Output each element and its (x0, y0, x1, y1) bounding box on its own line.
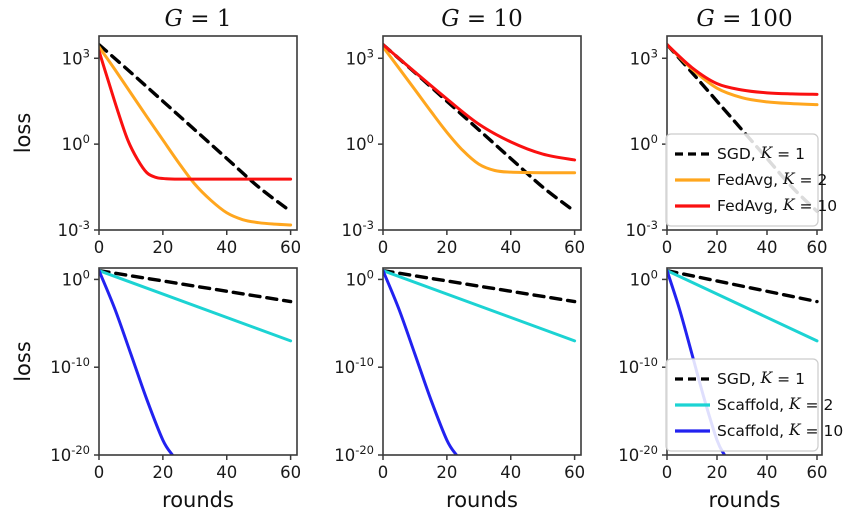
ytick-label: 10-20 (334, 443, 374, 465)
ytick-label: 10-10 (50, 355, 90, 377)
panel-frame-top_middle (382, 35, 582, 231)
ytick-label: 100 (630, 132, 658, 154)
curve-bottom_middle-sgd-k-1 (383, 268, 577, 304)
xtick-label: 20 (436, 463, 457, 482)
xtick-label: 20 (707, 238, 728, 257)
legend-top_right: SGD, K = 1 FedAvg, K = 2 FedAvg, K = 10 (665, 133, 837, 227)
ytick-label: 103 (630, 46, 658, 68)
xaxis-label-bottom_middle: rounds (446, 488, 518, 512)
ytick-label: 10-3 (342, 218, 374, 240)
legend-label: Scaffold, K = 10 (717, 421, 843, 440)
curve-top_middle-fedavg-k-2 (383, 45, 577, 175)
xtick-label: 0 (378, 238, 389, 257)
panel-frame-bottom_middle (382, 267, 582, 456)
ytick-label: 100 (62, 132, 90, 154)
panel-curves (99, 42, 293, 227)
panel-top_left: G = 1 0 20 40 60 103 100 10-3 loss (11, 6, 301, 257)
xtick-label: 40 (500, 463, 521, 482)
xtick-label: 40 (500, 238, 521, 257)
curve-bottom_middle-scaffold-k-2 (383, 269, 577, 343)
xtick-label: 0 (662, 463, 673, 482)
ytick-label: 10-20 (618, 443, 658, 465)
panel-bottom_left: 0 20 40 60 100 10-10 10-20 rounds loss (11, 267, 301, 512)
curve-top_left-sgd-k-1 (99, 42, 293, 213)
legend-label: SGD, K = 1 (717, 369, 805, 388)
xtick-label: 0 (94, 463, 105, 482)
xtick-label: 20 (707, 463, 728, 482)
curve-top_right-fedavg-k-2 (667, 43, 819, 107)
legend-label: SGD, K = 1 (717, 144, 805, 163)
legend-label: Scaffold, K = 2 (717, 395, 833, 414)
legend-label: FedAvg, K = 2 (717, 170, 827, 189)
ytick-label: 103 (346, 46, 374, 68)
panel-frame-top_right (666, 35, 823, 231)
curve-top_left-fedavg-k-10 (99, 49, 293, 181)
panel-frame-top_left (98, 35, 298, 231)
xtick-label: 20 (152, 238, 173, 257)
legend-box (665, 133, 819, 227)
xtick-label: 60 (564, 463, 585, 482)
curve-bottom_left-sgd-k-1 (99, 268, 293, 304)
ytick-label: 10-3 (58, 218, 90, 240)
curve-bottom_right-scaffold-k-2 (667, 269, 819, 343)
xtick-label: 60 (807, 238, 828, 257)
panel-bottom_right: 0 20 40 60 100 10-10 10-20 rounds SGD, K = 1 Scaf… (618, 267, 843, 512)
yaxis-label-row1: loss (11, 341, 35, 382)
xtick-label: 40 (757, 463, 778, 482)
panel-top_middle: G = 10 0 20 40 60 103 100 10-3 (342, 6, 586, 257)
ytick-label: 10-10 (334, 355, 374, 377)
xtick-label: 0 (378, 463, 389, 482)
curve-bottom_right-sgd-k-1 (667, 268, 819, 304)
curve-top_left-fedavg-k-2 (99, 45, 293, 227)
xtick-label: 40 (216, 463, 237, 482)
curve-top_middle-fedavg-k-10 (383, 43, 577, 162)
xtick-label: 60 (280, 463, 301, 482)
panel-title-top_left: G = 1 (165, 6, 232, 32)
panel-top_right: G = 100 0 20 40 60 103 100 10-3 SGD, K = 1 FedAvg… (626, 6, 838, 257)
ytick-label: 10-10 (618, 355, 658, 377)
panel-curves (383, 268, 577, 455)
xtick-label: 60 (280, 238, 301, 257)
xtick-label: 60 (807, 463, 828, 482)
xtick-label: 0 (94, 238, 105, 257)
xtick-label: 40 (757, 238, 778, 257)
xtick-label: 20 (152, 463, 173, 482)
ytick-label: 100 (346, 132, 374, 154)
ytick-label: 10-20 (50, 443, 90, 465)
curve-bottom_middle-scaffold-k-10 (383, 269, 458, 455)
panel-curves (99, 268, 293, 455)
ytick-label: 10-3 (626, 218, 658, 240)
panel-frame-bottom_left (98, 267, 298, 456)
legend-bottom_right: SGD, K = 1 Scaffold, K = 2 Scaffold, K = 1… (665, 358, 843, 452)
panel-curves (383, 42, 577, 213)
panel-title-top_middle: G = 10 (441, 6, 523, 32)
xtick-label: 20 (436, 238, 457, 257)
ytick-label: 103 (62, 46, 90, 68)
xaxis-label-bottom_right: rounds (709, 488, 781, 512)
xaxis-label-bottom_left: rounds (162, 488, 234, 512)
ytick-label: 100 (62, 267, 90, 289)
xtick-label: 40 (216, 238, 237, 257)
xtick-label: 0 (662, 238, 673, 257)
ytick-label: 100 (346, 267, 374, 289)
legend-label: FedAvg, K = 10 (717, 196, 837, 215)
panel-bottom_middle: 0 20 40 60 100 10-10 10-20 rounds (334, 267, 585, 512)
legend-box (665, 358, 819, 452)
curve-top_right-fedavg-k-10 (667, 43, 819, 96)
yaxis-label-row0: loss (11, 113, 35, 154)
curve-bottom_left-scaffold-k-2 (99, 269, 293, 343)
curve-bottom_left-scaffold-k-10 (99, 269, 174, 455)
ytick-label: 100 (630, 267, 658, 289)
panel-title-top_right: G = 100 (696, 6, 792, 32)
xtick-label: 60 (564, 238, 585, 257)
